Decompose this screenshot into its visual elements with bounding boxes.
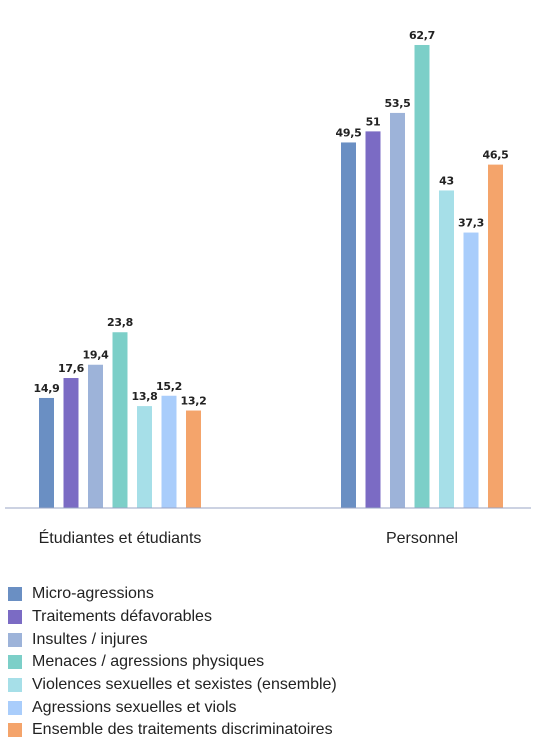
value-label: 43 [439,174,454,187]
legend-label: Agressions sexuelles et viols [32,698,237,716]
legend-item: Menaces / agressions physiques [8,651,337,674]
bar [341,142,356,508]
bar-chart: 14,9 17,619,4 23,8 13,815,2 13,2 49,5 51 53,5 62… [5,29,531,547]
legend-label: Micro-agressions [32,585,154,603]
legend-item: Traitements défavorables [8,606,337,629]
value-label: 53,5 [385,97,411,110]
legend-swatch [8,678,22,693]
value-label: 46,5 [483,149,509,162]
legend: Micro-agressions Traitements défavorable… [8,583,337,742]
legend-item: Insultes / injures [8,628,337,651]
legend-item: Violences sexuelles et sexistes (ensembl… [8,674,337,697]
value-label: 51 [366,115,381,128]
value-labels-layer: 14,9 17,619,4 23,8 13,815,2 13,2 49,5 51 53,5 62… [34,29,509,408]
legend-item: Micro-agressions [8,583,337,606]
legend-swatch [8,700,22,715]
bar [488,164,503,508]
bar [63,378,79,508]
bar [390,112,405,508]
bar [137,406,152,508]
value-label: 49,5 [336,126,362,139]
bar [439,190,454,508]
legend-swatch [8,610,22,625]
legend-swatch [8,723,22,738]
category-label: Étudiantes et étudiants [39,528,202,547]
legend-swatch [8,587,22,602]
legend-label: Ensemble des traitements discriminatoire… [32,721,333,739]
value-label: 17,6 [58,362,85,375]
bar [365,131,381,508]
bar [39,397,54,508]
value-label: 37,3 [458,217,484,230]
bar [88,364,103,508]
bars-layer [39,44,503,509]
legend-item: Ensemble des traitements discriminatoire… [8,719,337,742]
bar [463,232,479,509]
legend-label: Traitements défavorables [32,608,212,626]
bar [186,410,201,508]
value-label: 62,7 [409,29,435,42]
legend-label: Violences sexuelles et sexistes (ensembl… [32,676,337,694]
value-label: 13,2 [181,395,207,408]
value-label: 13,8 [132,390,158,403]
legend-swatch [8,632,22,647]
legend-label: Menaces / agressions physiques [32,653,265,671]
bar [414,44,430,508]
value-label: 23,8 [107,316,133,329]
category-label: Personnel [386,530,458,547]
legend-label: Insultes / injures [32,630,148,648]
bar [161,395,177,508]
value-label: 14,9 [34,382,60,395]
legend-item: Agressions sexuelles et viols [8,696,337,719]
value-label: 15,2 [156,380,182,393]
value-label: 19,4 [83,349,110,362]
bar [112,332,128,508]
legend-swatch [8,655,22,670]
